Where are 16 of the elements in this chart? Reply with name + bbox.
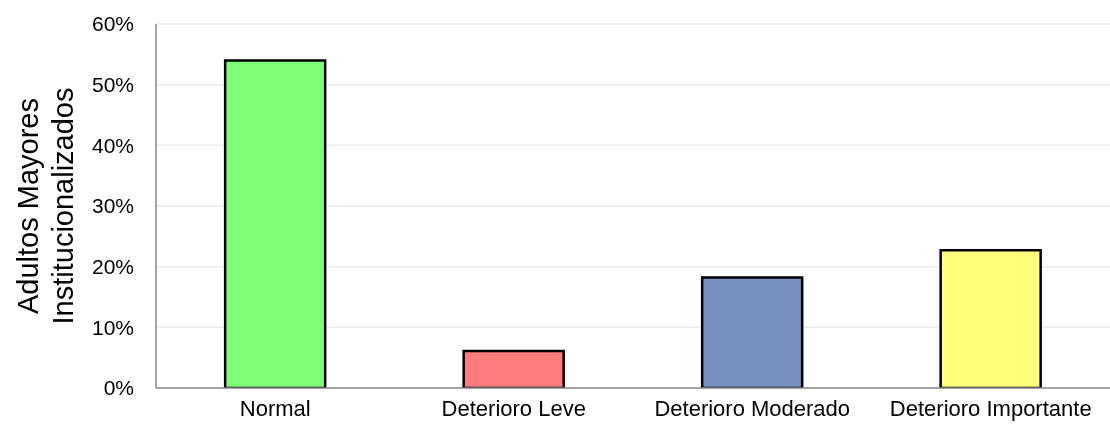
y-tick-label: 30% <box>91 194 134 218</box>
y-tick-label: 40% <box>91 133 134 157</box>
y-tick-label: 60% <box>91 12 134 36</box>
y-tick-label: 50% <box>91 73 134 97</box>
bar <box>700 276 804 388</box>
x-tick-label: Deterioro Moderado <box>654 395 851 421</box>
x-tick-label: Deterioro Leve <box>441 395 586 421</box>
y-tick-label: 10% <box>91 315 134 339</box>
x-tick-label: Normal <box>239 395 311 421</box>
x-tick-label: Deterioro Importante <box>889 395 1092 421</box>
y-tick-label: 0% <box>103 376 134 400</box>
y-axis-title: Adultos Mayores Institucionalizados <box>11 87 79 325</box>
y-tick-label: 20% <box>91 255 134 279</box>
bar <box>223 59 327 388</box>
bar <box>939 249 1042 388</box>
bar <box>462 349 565 388</box>
